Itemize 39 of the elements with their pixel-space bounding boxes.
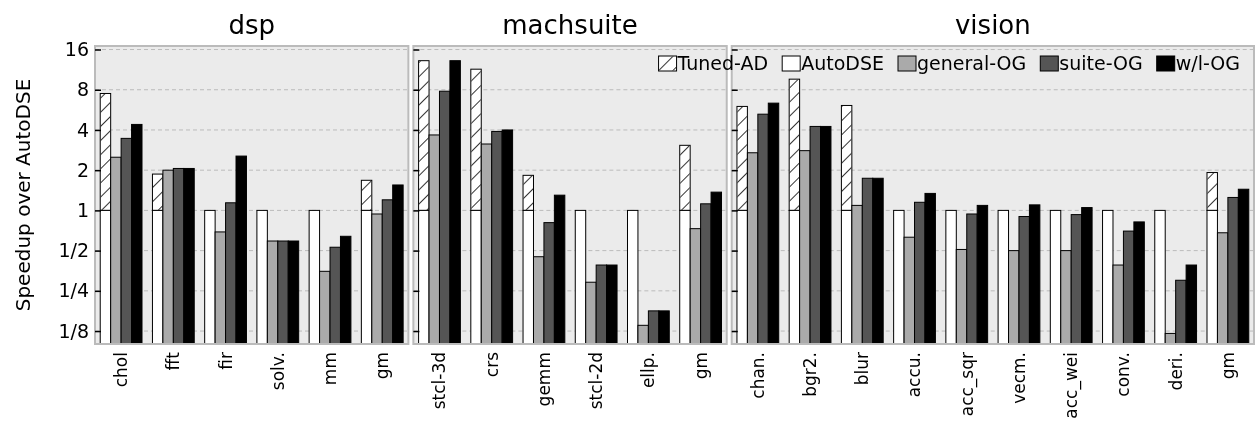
y-tick-label: 1/4 (58, 279, 89, 302)
x-tick-label: acc_wei (1061, 352, 1083, 419)
x-tick-label: bgr2. (800, 352, 821, 397)
x-tick-label: blur (852, 351, 873, 386)
x-tick-label: gm (690, 352, 711, 380)
y-axis-title: Speedup over AutoDSE (11, 78, 35, 312)
x-tick-label: ellp. (638, 352, 659, 389)
legend-label: AutoDSE (801, 52, 884, 74)
y-tick-label: 4 (76, 118, 89, 141)
x-tick-label: solv. (267, 352, 288, 391)
x-tick-label: stcl-2d (586, 352, 607, 410)
x-tick-label: deri. (1165, 352, 1186, 391)
legend-label: w/l-OG (1175, 52, 1240, 74)
x-tick-label: accu. (904, 352, 925, 398)
x-tick-label: gm (1217, 352, 1238, 380)
x-tick-label: chol (111, 352, 132, 388)
y-tick-label: 1/2 (58, 239, 89, 262)
y-tick-label: 16 (64, 38, 89, 61)
y-tick-label: 8 (76, 78, 89, 101)
chart-title: vision (954, 10, 1031, 40)
x-tick-label: crs (481, 351, 502, 378)
chart-title: dsp (228, 10, 275, 40)
x-tick-label: gm (372, 352, 393, 380)
y-tick-label: 2 (76, 158, 89, 181)
x-tick-label: mm (319, 352, 340, 386)
x-tick-label: vecm. (1008, 352, 1029, 404)
y-tick-label: 1 (76, 198, 89, 221)
y-tick-label: 1/8 (58, 319, 89, 342)
legend-label: suite-OG (1059, 52, 1143, 74)
x-tick-label: chan. (747, 352, 768, 399)
x-tick-label: stcl-3d (429, 352, 450, 410)
legend-label: general-OG (917, 52, 1027, 74)
x-tick-label: acc_sqr (956, 351, 978, 417)
chart-title: machsuite (502, 10, 638, 40)
x-tick-label: fir (215, 352, 236, 370)
x-tick-label: gemm (533, 352, 554, 407)
legend-label: Tuned-AD (676, 52, 769, 74)
x-tick-label: conv. (1113, 352, 1134, 397)
x-tick-label: fft (163, 351, 184, 371)
